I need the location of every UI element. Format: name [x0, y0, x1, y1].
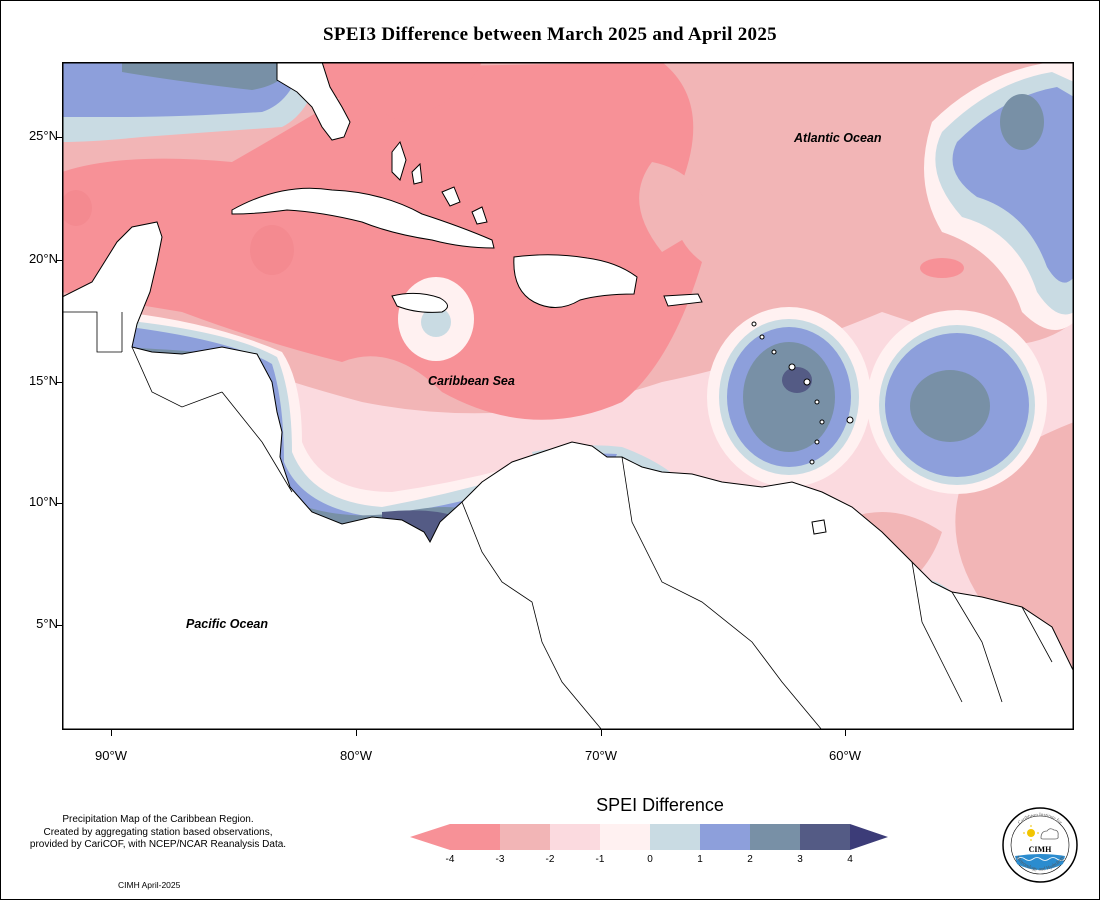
map-border — [62, 62, 1074, 730]
lat-tickmark — [56, 503, 62, 504]
cloud-icon — [1040, 828, 1059, 840]
colorbar-arrow-low — [410, 824, 450, 850]
lat-tick-25n: 25°N — [28, 128, 58, 143]
landmass — [62, 62, 1074, 730]
description-line: Created by aggregating station based obs… — [43, 826, 273, 838]
lat-tick-10n: 10°N — [28, 494, 58, 509]
colorbar-label: -4 — [445, 854, 455, 865]
label-caribbean-sea: Caribbean Sea — [428, 374, 515, 388]
lat-tickmark — [56, 260, 62, 261]
colorbar-bin — [800, 824, 850, 850]
lat-tick-5n: 5°N — [36, 616, 58, 631]
colorbar-label: 1 — [697, 854, 703, 865]
description-line: Precipitation Map of the Caribbean Regio… — [62, 814, 254, 825]
colorbar-label: 0 — [647, 854, 653, 865]
credit-text: CIMH April-2025 — [118, 880, 181, 890]
colorbar-label: -2 — [545, 854, 555, 865]
colorbar-label: -3 — [495, 854, 505, 865]
lon-tick-60w: 60°W — [829, 748, 861, 763]
lon-tick-80w: 80°W — [340, 748, 372, 763]
colorbar-bin — [600, 824, 650, 850]
colorbar-label: 4 — [847, 854, 853, 865]
colorbar-bin — [650, 824, 700, 850]
colorbar — [410, 824, 888, 850]
colorbar-label: 2 — [747, 854, 753, 865]
logo-center-text: CIMH — [1029, 845, 1052, 854]
borders — [62, 311, 1053, 730]
colorbar-label: -1 — [595, 854, 605, 865]
colorbar-bin — [450, 824, 500, 850]
lon-tick-70w: 70°W — [585, 748, 617, 763]
colorbar-arrow-high — [850, 824, 888, 850]
lat-tick-20n: 20°N — [28, 251, 58, 266]
colorbar-bin — [500, 824, 550, 850]
lat-tickmark — [56, 625, 62, 626]
legend-title: SPEI Difference — [596, 795, 724, 815]
lat-tick-15n: 15°N — [28, 373, 58, 388]
colorbar-label: 3 — [797, 854, 803, 865]
lon-tickmark — [845, 730, 846, 736]
colorbar-bin — [700, 824, 750, 850]
cimh-logo: CIMH Caribbean Institute for Meteorology… — [1002, 807, 1078, 883]
sun-icon — [1027, 829, 1035, 837]
description-line: provided by CariCOF, with NCEP/NCAR Rean… — [29, 839, 287, 850]
lon-tickmark — [601, 730, 602, 736]
spei-map — [62, 62, 1074, 730]
label-atlantic-ocean: Atlantic Ocean — [794, 131, 882, 145]
map-title: SPEI3 Difference between March 2025 and … — [323, 24, 777, 45]
water-waves — [1015, 854, 1065, 870]
map-description: Precipitation Map of the Caribbean Regio… — [8, 814, 308, 852]
lon-tickmark — [356, 730, 357, 736]
lat-tickmark — [56, 382, 62, 383]
lon-tick-90w: 90°W — [95, 748, 127, 763]
lon-tickmark — [111, 730, 112, 736]
label-pacific-ocean: Pacific Ocean — [186, 617, 268, 631]
colorbar-bin — [750, 824, 800, 850]
lat-tickmark — [56, 137, 62, 138]
colorbar-bin — [550, 824, 600, 850]
